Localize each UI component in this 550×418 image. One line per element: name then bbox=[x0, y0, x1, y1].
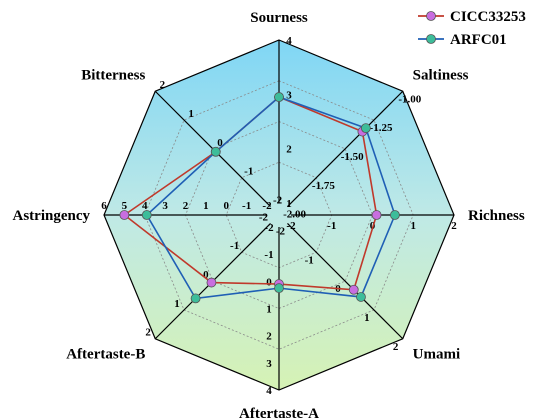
axis-title-sourness: Sourness bbox=[250, 10, 308, 26]
tick-label-umami: 2 bbox=[393, 341, 399, 353]
tick-label-richness: -1 bbox=[327, 220, 336, 232]
axis-title-astringency: Astringency bbox=[13, 208, 91, 224]
tick-label-aftertaste-a: 3 bbox=[266, 358, 272, 370]
series-arfc01 bbox=[141, 92, 400, 304]
radar-series bbox=[119, 92, 400, 304]
legend-label-cicc33253: CICC33253 bbox=[450, 9, 526, 25]
tick-label-astringency: 5 bbox=[122, 200, 128, 212]
tick-label-saltiness: -2.00 bbox=[283, 209, 306, 221]
tick-label-aftertaste-a: 4 bbox=[266, 385, 272, 397]
tick-label-aftertaste-a: -1 bbox=[264, 249, 273, 261]
tick-label-sourness: 1 bbox=[286, 198, 292, 210]
tick-label-astringency: -1 bbox=[242, 200, 251, 212]
axis-title-umami: Umami bbox=[413, 347, 461, 363]
tick-label-aftertaste-b: 2 bbox=[145, 327, 151, 339]
tick-label-umami: -2 bbox=[276, 226, 286, 238]
tick-label-umami: 1 bbox=[364, 312, 370, 324]
tick-label-astringency: 1 bbox=[203, 200, 209, 212]
axis-title-aftertaste-a: Aftertaste-A bbox=[239, 406, 319, 418]
tick-label-saltiness: -1.00 bbox=[398, 93, 421, 105]
point-arfc01-bitterness bbox=[210, 146, 221, 157]
point-arfc01-astringency bbox=[141, 210, 152, 220]
tick-label-astringency: 0 bbox=[224, 200, 230, 212]
tick-label-aftertaste-b: 1 bbox=[174, 298, 180, 310]
spoke-umami bbox=[287, 223, 404, 340]
tick-label-astringency: -2 bbox=[262, 200, 272, 212]
legend-label-arfc01: ARFC01 bbox=[450, 32, 507, 48]
radar-grid-ring bbox=[144, 80, 414, 350]
tick-label-astringency: 6 bbox=[101, 200, 107, 212]
tick-label-richness: 1 bbox=[411, 220, 417, 232]
tick-label-aftertaste-b: -1 bbox=[230, 240, 239, 252]
tick-label-umami: -1 bbox=[305, 254, 314, 266]
tick-label-bitterness: 0 bbox=[217, 137, 223, 149]
tick-label-aftertaste-b: -2 bbox=[259, 211, 269, 223]
tick-label-richness: 2 bbox=[451, 220, 457, 232]
point-arfc01-richness bbox=[390, 210, 400, 220]
tick-label-bitterness: 2 bbox=[160, 79, 166, 91]
spoke-saltiness bbox=[287, 90, 404, 207]
axis-title-bitterness: Bitterness bbox=[81, 67, 145, 83]
tick-label-bitterness: 1 bbox=[188, 108, 194, 120]
point-arfc01-sourness bbox=[274, 92, 284, 102]
tick-label-saltiness: -1.25 bbox=[370, 122, 393, 134]
tick-label-sourness: 3 bbox=[286, 89, 292, 101]
tick-label-astringency: 3 bbox=[162, 200, 168, 212]
point-cicc33253-richness bbox=[371, 210, 382, 220]
tick-label-aftertaste-a: 1 bbox=[266, 304, 272, 316]
point-cicc33253-aftertaste-b bbox=[206, 277, 217, 288]
tick-label-bitterness: -2 bbox=[273, 194, 283, 206]
tick-label-richness: -2 bbox=[286, 220, 296, 232]
tick-label-bitterness: -1 bbox=[244, 166, 253, 178]
tick-label-saltiness: -1.75 bbox=[312, 180, 335, 192]
tick-label-aftertaste-a: 2 bbox=[266, 331, 272, 343]
tick-label-astringency: 4 bbox=[142, 200, 148, 212]
point-cicc33253-umami bbox=[348, 284, 359, 295]
tick-label-aftertaste-a: 0 bbox=[266, 276, 272, 288]
legend-marker-cicc33253 bbox=[426, 11, 436, 21]
tick-label-aftertaste-a: -2 bbox=[264, 222, 274, 234]
tick-label-sourness: 4 bbox=[286, 35, 292, 47]
radar-axis-titles: Sourness Saltiness Richness Umami Aftertaste… bbox=[13, 10, 525, 418]
axis-title-saltiness: Saltiness bbox=[413, 67, 469, 83]
chart-legend: CICC33253 ARFC01 bbox=[418, 9, 526, 48]
axis-title-richness: Richness bbox=[468, 208, 525, 224]
point-arfc01-aftertaste-a bbox=[274, 283, 284, 294]
axis-title-aftertaste-b: Aftertaste-B bbox=[66, 347, 145, 363]
tick-label-aftertaste-b: 0 bbox=[203, 269, 209, 281]
legend-marker-arfc01 bbox=[426, 34, 436, 44]
tick-label-saltiness: -1.50 bbox=[341, 151, 364, 163]
point-cicc33253-astringency bbox=[119, 210, 130, 220]
point-arfc01-aftertaste-b bbox=[190, 293, 201, 304]
point-arfc01-umami bbox=[356, 292, 366, 302]
tick-label-sourness: 2 bbox=[286, 144, 292, 156]
point-arfc01-saltiness bbox=[360, 123, 371, 134]
radar-grid-ring bbox=[185, 121, 373, 309]
tick-label-astringency: 2 bbox=[183, 200, 189, 212]
